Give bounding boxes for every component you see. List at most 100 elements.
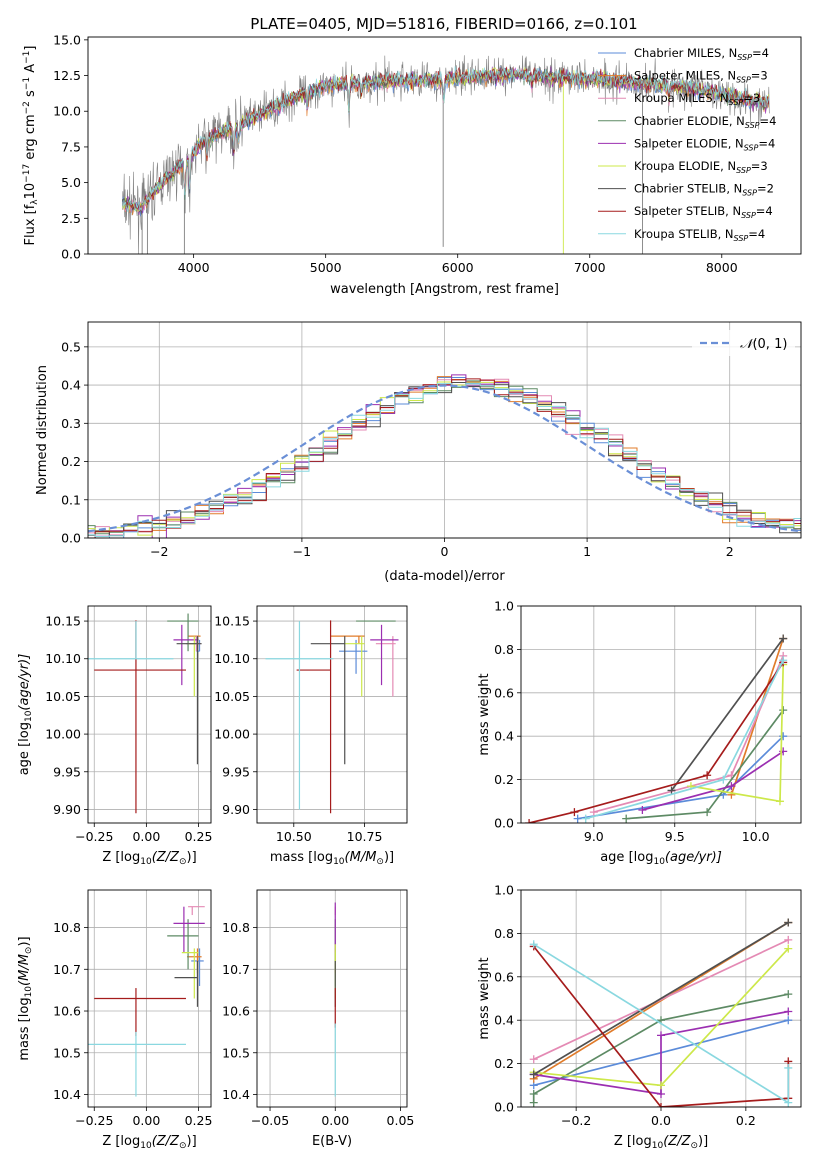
y-tick-label: 9.90: [222, 802, 250, 817]
x-tick-label: 10.0: [742, 829, 770, 844]
y-tick-label: 0.4: [494, 1013, 514, 1028]
x-tick-label: 8000: [706, 260, 738, 275]
series-kroupa-stelib: [529, 940, 793, 1107]
age-vs-metallicity-panel: −0.25 0.00 0.25 9.90 9.95 10.00 10.05 10.10 10.1…: [17, 605, 213, 867]
y-tick-label: 10.05: [45, 689, 81, 704]
data-point: [779, 732, 788, 741]
errorbar-kroupa-stelib: [88, 1031, 186, 1097]
data-point: [784, 1063, 793, 1072]
data-point: [529, 1070, 538, 1079]
axes-frame: [87, 36, 802, 255]
data-point: [570, 808, 579, 817]
errorbar-salpeter-elodie: [173, 906, 205, 953]
data-point: [719, 775, 728, 784]
y-tick-label: 9.95: [53, 764, 81, 779]
data-point: [784, 935, 793, 944]
series-chabrier-stelib: [529, 918, 793, 1079]
data-point: [784, 944, 793, 953]
data-point: [667, 786, 676, 795]
data-point: [529, 1098, 538, 1107]
age-vs-mass-panel: 10.50 10.75 9.90 9.95 10.00 10.05 10.10 10.15 ma…: [214, 605, 408, 867]
data-point: [589, 808, 598, 817]
y-tick-label: 12.5: [53, 68, 81, 83]
x-tick-label: 0.00: [132, 829, 160, 844]
data-point: [622, 814, 631, 823]
mass-vs-metallicity-panel: −0.25 0.00 0.25 10.4 10.5 10.6 10.7 10.8 Z [log1…: [17, 889, 213, 1151]
y-axis-label: mass weight: [477, 957, 492, 1039]
plot-area: [88, 613, 202, 814]
series-chabrier-elodie: [529, 990, 793, 1107]
x-axis-label: age [log10(age/yr)]: [600, 850, 722, 867]
plot-area: [88, 374, 801, 538]
x-axis-label: Z [log10(Z/Z⊙)]: [102, 1134, 196, 1151]
y-tick-label: 0.4: [61, 378, 81, 393]
errorbar-chabrier-elodie: [167, 919, 199, 970]
data-point: [657, 1103, 665, 1107]
legend-entry: 𝒩(0, 1): [740, 337, 787, 352]
legend-entry: Chabrier MILES, NSSP=4: [634, 46, 769, 62]
data-point: [779, 634, 788, 643]
axes-frame: [256, 605, 408, 824]
model-spectrum-kroupa-stelib: [121, 66, 770, 212]
x-axis-label: Z [log10(Z/Z⊙)]: [614, 1134, 708, 1151]
y-tick-label: 10.4: [222, 1087, 250, 1102]
legend-entry: Kroupa MILES, NSSP=3: [634, 91, 760, 107]
x-tick-label: 0.0: [651, 1113, 671, 1128]
y-tick-label: 0.6: [494, 685, 514, 700]
y-tick-label: 2.5: [61, 211, 81, 226]
data-point: [657, 1081, 665, 1090]
y-tick-label: 10.10: [45, 651, 81, 666]
x-tick-label: 9.0: [584, 829, 604, 844]
legend-entry: Salpeter STELIB, NSSP=4: [634, 204, 773, 220]
axes-frame: [87, 605, 212, 824]
residual-histogram: [88, 382, 801, 537]
y-axis-label: age [log10(age/yr)]: [17, 654, 34, 776]
y-tick-label: 0.4: [494, 729, 514, 744]
errorbar-kroupa-elodie: [344, 636, 365, 697]
data-point: [784, 918, 793, 927]
legend-entry: Chabrier ELODIE, NSSP=4: [634, 114, 776, 130]
data-point: [638, 805, 647, 814]
y-tick-label: 0.2: [61, 454, 81, 469]
y-tick-label: 15.0: [53, 32, 81, 47]
y-tick-label: 10.8: [222, 920, 250, 935]
errorbar-chabrier-elodie: [167, 613, 199, 652]
x-axis-label: E(B-V): [312, 1134, 352, 1149]
x-tick-label: 0.25: [185, 829, 213, 844]
errorbar-kroupa-miles: [375, 636, 396, 697]
x-tick-label: 0.25: [185, 1113, 213, 1128]
plot-area: [121, 55, 770, 254]
y-tick-label: 10.7: [222, 962, 250, 977]
data-point: [779, 656, 788, 665]
data-point: [657, 1089, 665, 1098]
data-point: [529, 1055, 538, 1064]
residuals-panel: −2 −1 0 1 2 0.0 0.1 0.2 0.3 0.4 0.5 𝒩(0, 1) (data-mo…: [35, 321, 802, 584]
x-tick-label: 2: [726, 544, 734, 559]
axes-frame: [87, 321, 802, 539]
y-tick-label: 0.2: [494, 772, 514, 787]
series-chabrier-elodie: [622, 706, 788, 823]
x-tick-label: −1: [293, 544, 311, 559]
y-tick-label: 10.6: [53, 1004, 81, 1019]
y-tick-label: 10.00: [214, 727, 250, 742]
data-point: [703, 771, 712, 780]
y-tick-label: 9.95: [222, 764, 250, 779]
data-point: [775, 797, 784, 806]
errorbar-chabrier-stelib: [310, 636, 346, 765]
y-tick-label: 0.1: [61, 492, 81, 507]
x-tick-label: 0.05: [387, 1113, 415, 1128]
errorbar-salpeter-miles: [330, 635, 365, 644]
errorbar-chabrier-stelib: [174, 960, 199, 1007]
data-point: [784, 1098, 793, 1107]
x-tick-label: 0.00: [132, 1113, 160, 1128]
y-tick-label: 10.6: [222, 1004, 250, 1019]
x-tick-label: 9.5: [665, 829, 685, 844]
y-tick-label: 9.90: [53, 802, 81, 817]
y-tick-label: 10.15: [45, 614, 81, 629]
y-tick-label: 1.0: [494, 883, 514, 898]
x-tick-label: 10.50: [276, 829, 312, 844]
y-tick-label: 10.0: [53, 104, 81, 119]
y-tick-label: 10.10: [214, 651, 250, 666]
plot-area: [88, 906, 205, 1097]
